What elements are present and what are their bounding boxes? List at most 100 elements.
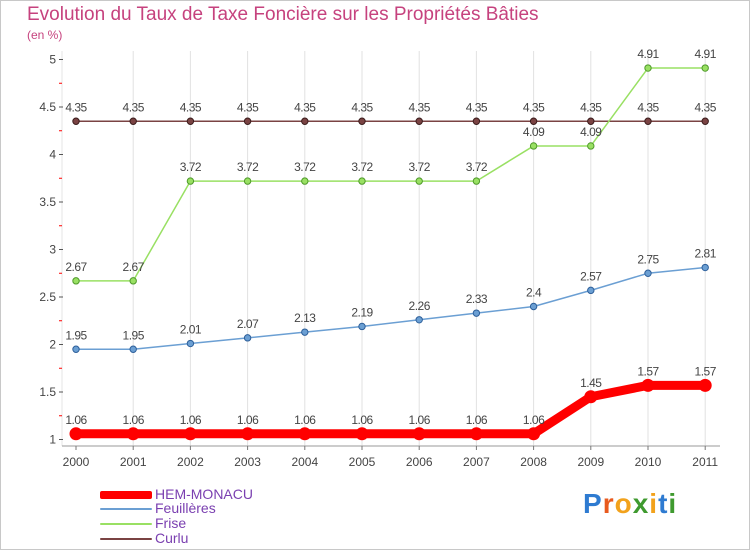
data-point <box>472 309 481 317</box>
data-label: 2.67 <box>123 260 145 274</box>
data-point <box>469 427 483 441</box>
data-label: 4.35 <box>123 100 145 114</box>
legend-item: Frise <box>100 516 186 531</box>
x-tick-label: 2010 <box>635 455 662 469</box>
data-label: 2.26 <box>409 299 431 313</box>
data-label: 1.06 <box>523 413 545 427</box>
data-label: 2.07 <box>237 317 259 331</box>
data-point <box>301 177 309 185</box>
data-label: 4.35 <box>580 100 602 114</box>
series-line-2 <box>75 67 706 282</box>
data-label: 1.45 <box>580 376 602 390</box>
data-point <box>701 64 709 72</box>
data-point <box>644 64 652 72</box>
x-tick-label: 2006 <box>406 455 433 469</box>
data-label: 2.33 <box>466 292 488 306</box>
data-point <box>587 286 595 295</box>
data-label: 1.95 <box>123 328 145 342</box>
data-label: 3.72 <box>237 160 259 174</box>
data-point <box>129 345 137 353</box>
data-point <box>529 302 538 311</box>
data-label: 1.06 <box>409 413 431 427</box>
data-point <box>129 117 137 125</box>
y-tick-label: 3 <box>49 243 56 257</box>
data-label: 4.35 <box>351 100 373 114</box>
data-label: 2.67 <box>65 260 87 274</box>
y-tick-label: 4.5 <box>39 100 56 114</box>
data-point <box>587 142 595 150</box>
data-label: 4.35 <box>466 100 488 114</box>
data-point <box>243 177 252 185</box>
data-label: 1.06 <box>180 413 202 427</box>
data-label: 4.35 <box>523 100 545 114</box>
data-point <box>298 427 312 441</box>
data-point <box>301 328 309 336</box>
data-point <box>358 117 366 125</box>
data-label: 1.06 <box>294 413 316 427</box>
data-label: 3.72 <box>351 160 373 174</box>
data-label: 1.06 <box>466 413 488 427</box>
data-label: 1.06 <box>237 413 259 427</box>
legend-label: HEM-MONACU <box>155 486 253 502</box>
legend-item: Curlu <box>100 531 188 546</box>
logo-letter: r <box>602 488 615 519</box>
chart-title: Evolution du Taux de Taxe Foncière sur l… <box>27 4 539 25</box>
data-point <box>358 322 366 331</box>
logo-letter: P <box>583 488 603 519</box>
legend-swatch <box>100 522 152 525</box>
data-label: 4.09 <box>523 125 545 139</box>
x-tick-label: 2005 <box>349 455 376 469</box>
y-tick-label: 4 <box>49 148 56 162</box>
y-tick-label: 2.5 <box>39 290 56 304</box>
legend-label: Feuillères <box>155 500 216 516</box>
data-label: 4.91 <box>695 47 717 61</box>
data-point <box>186 177 195 185</box>
data-label: 2.4 <box>526 286 542 300</box>
data-point <box>701 117 709 125</box>
data-label: 2.57 <box>580 269 602 283</box>
series-line-1 <box>75 266 706 350</box>
data-point <box>412 427 426 441</box>
legend-swatch <box>100 507 152 510</box>
data-point <box>358 177 366 185</box>
data-point <box>644 117 652 125</box>
data-label: 2.75 <box>637 252 659 266</box>
legend-swatch <box>100 537 152 540</box>
data-label: 1.95 <box>65 328 87 342</box>
legend-swatch <box>100 490 152 499</box>
data-label: 4.09 <box>580 125 602 139</box>
logo-letter: i <box>649 488 659 519</box>
data-label: 3.72 <box>294 160 316 174</box>
logo-letter: x <box>632 488 650 519</box>
data-point <box>186 339 195 348</box>
data-point <box>529 117 538 125</box>
data-label: 1.57 <box>695 364 717 378</box>
data-label: 3.72 <box>409 160 431 174</box>
x-tick-label: 2011 <box>692 455 718 469</box>
data-label: 1.57 <box>637 364 659 378</box>
series-line-0 <box>71 380 710 439</box>
x-tick-label: 2003 <box>234 455 261 469</box>
legend-label: Curlu <box>155 530 189 546</box>
x-tick-label: 2001 <box>120 455 147 469</box>
data-point <box>69 427 83 441</box>
data-point <box>415 117 423 125</box>
data-label: 2.19 <box>351 305 373 319</box>
y-tick-label: 2 <box>49 338 56 352</box>
x-tick-label: 2000 <box>63 455 90 469</box>
data-point <box>644 269 652 277</box>
x-tick-label: 2008 <box>520 455 547 469</box>
y-tick-label: 1 <box>49 433 56 447</box>
data-label: 4.91 <box>637 47 659 61</box>
proxiti-logo: Proxiti <box>583 488 677 520</box>
logo-letter: o <box>614 488 633 519</box>
data-label: 2.13 <box>294 311 316 325</box>
data-point <box>241 427 255 441</box>
data-label: 4.35 <box>409 100 431 114</box>
data-point <box>72 117 80 125</box>
data-point <box>698 378 712 392</box>
data-label: 3.72 <box>180 160 202 174</box>
legend-item: Feuillères <box>100 501 216 516</box>
data-label: 1.06 <box>351 413 373 427</box>
